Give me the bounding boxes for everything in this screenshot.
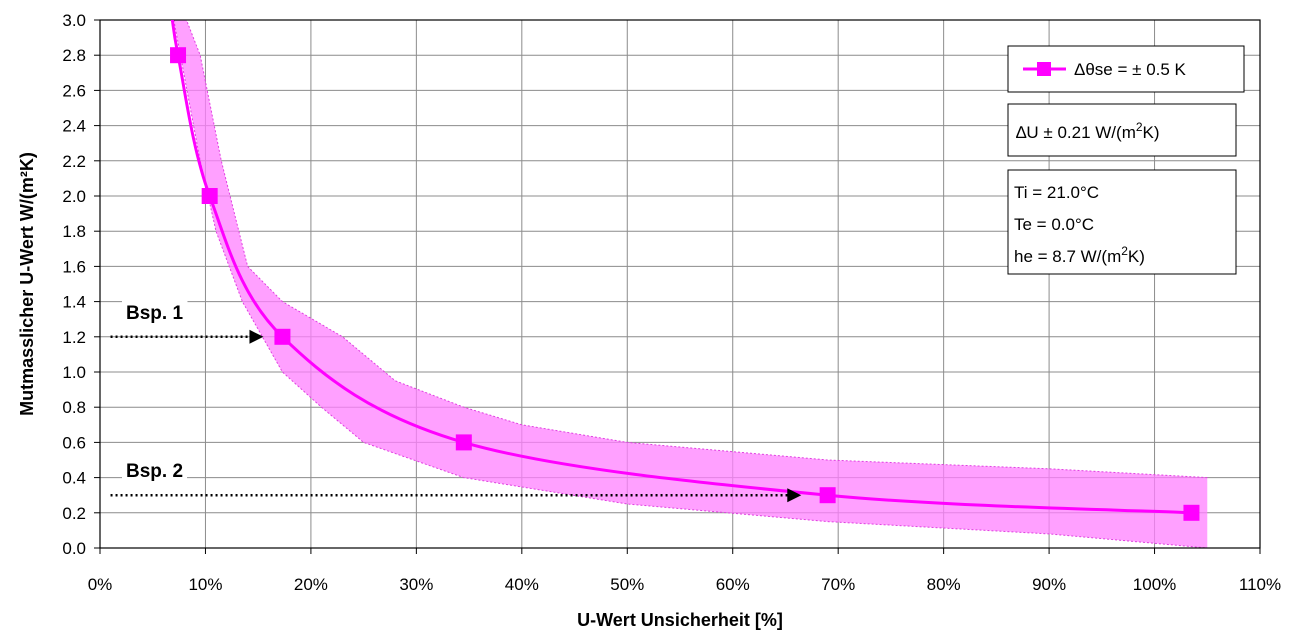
conditions-frame <box>1007 169 1237 275</box>
data-point-marker <box>819 487 836 504</box>
plot-border <box>99 19 1261 549</box>
y-tick-label: 2.4 <box>62 117 86 136</box>
x-tick-label: 80% <box>927 575 961 594</box>
conditions-box: Ti = 21.0°C Te = 0.0°C he = 8.7 W/(m2K) <box>1007 169 1237 275</box>
y-tick-label: 1.6 <box>62 257 86 276</box>
annotation-arrow-head <box>249 329 264 344</box>
data-point-marker <box>274 328 291 345</box>
delta-u-sup: 2 <box>1136 120 1143 134</box>
x-tick-label: 70% <box>821 575 855 594</box>
annotation-arrow-head <box>787 488 802 503</box>
annotation-label-backdrop <box>122 300 188 326</box>
uncertainty-band <box>173 20 1208 548</box>
y-tick-label: 2.0 <box>62 187 86 206</box>
annotation-label-1: Bsp. 1 <box>126 303 183 324</box>
condition-he-sup: 2 <box>1121 244 1128 258</box>
series-line <box>170 20 1192 515</box>
x-tick-label: 0% <box>88 575 113 594</box>
annotation-label-backdrop <box>122 459 188 485</box>
y-tick-label: 2.8 <box>62 46 86 65</box>
data-point-marker <box>455 434 472 451</box>
data-point-marker <box>1183 504 1200 521</box>
legend-entry: Δθse = ± 0.5 K <box>1074 60 1187 79</box>
x-tick-label: 90% <box>1032 575 1066 594</box>
x-tick-label: 50% <box>610 575 644 594</box>
x-axis-label: U-Wert Unsicherheit [%] <box>577 610 783 630</box>
x-tick-label: 40% <box>505 575 539 594</box>
band-upper-edge <box>186 19 1208 479</box>
x-tick-label: 30% <box>399 575 433 594</box>
condition-he-prefix: he = 8.7 W/(m <box>1014 247 1121 266</box>
x-tick-label: 110% <box>1239 575 1281 594</box>
y-tick-label: 0.6 <box>62 433 86 452</box>
condition-ti: Ti = 21.0°C <box>1014 183 1099 202</box>
x-tick-label: 20% <box>294 575 328 594</box>
y-tick-label: 1.8 <box>62 222 86 241</box>
annotations: Bsp. 1 Bsp. 2 <box>110 300 802 503</box>
condition-te: Te = 0.0°C <box>1014 215 1094 234</box>
data-point-marker <box>170 47 187 64</box>
legend-marker-swatch <box>1037 62 1051 76</box>
y-tick-label: 1.0 <box>62 363 86 382</box>
x-tick-label: 10% <box>188 575 222 594</box>
condition-he-suffix: K) <box>1128 247 1145 266</box>
legend: Δθse = ± 0.5 K <box>1007 45 1245 93</box>
x-axis-ticks: 0% 10% 20% 30% 40% 50% 60% 70% 80% 90% 100% 110% <box>88 548 1281 594</box>
y-tick-label: 2.2 <box>62 152 86 171</box>
y-tick-label: 1.2 <box>62 328 86 347</box>
y-tick-label: 1.4 <box>62 293 86 312</box>
data-point-marker <box>201 188 218 204</box>
y-axis-label: Mutmasslicher U-Wert W/(m²K) <box>17 152 37 416</box>
band-lower-edge <box>173 19 1208 549</box>
delta-u-text: ∆U ± 0.21 W/(m2K) <box>1016 120 1160 142</box>
condition-he: he = 8.7 W/(m2K) <box>1014 244 1145 266</box>
y-tick-label: 2.6 <box>62 81 86 100</box>
y-tick-label: 0.8 <box>62 398 86 417</box>
series-markers <box>170 47 1200 521</box>
y-tick-label: 0.2 <box>62 504 86 523</box>
y-tick-label: 0.0 <box>62 539 86 558</box>
y-axis-ticks: 0.0 0.2 0.4 0.6 0.8 1.0 1.2 1.4 1.6 1.8 2.0 2.2 2.4 2… <box>62 11 100 558</box>
y-tick-label: 3.0 <box>62 11 86 30</box>
delta-u-prefix: ∆U ± 0.21 W/(m <box>1016 123 1136 142</box>
x-tick-label: 100% <box>1133 575 1176 594</box>
delta-u-frame <box>1007 103 1237 157</box>
x-tick-label: 60% <box>716 575 750 594</box>
y-tick-label: 0.4 <box>62 469 86 488</box>
annotation-label-2: Bsp. 2 <box>126 461 183 482</box>
delta-u-suffix: K) <box>1143 123 1160 142</box>
delta-u-box: ∆U ± 0.21 W/(m2K) <box>1007 103 1237 157</box>
